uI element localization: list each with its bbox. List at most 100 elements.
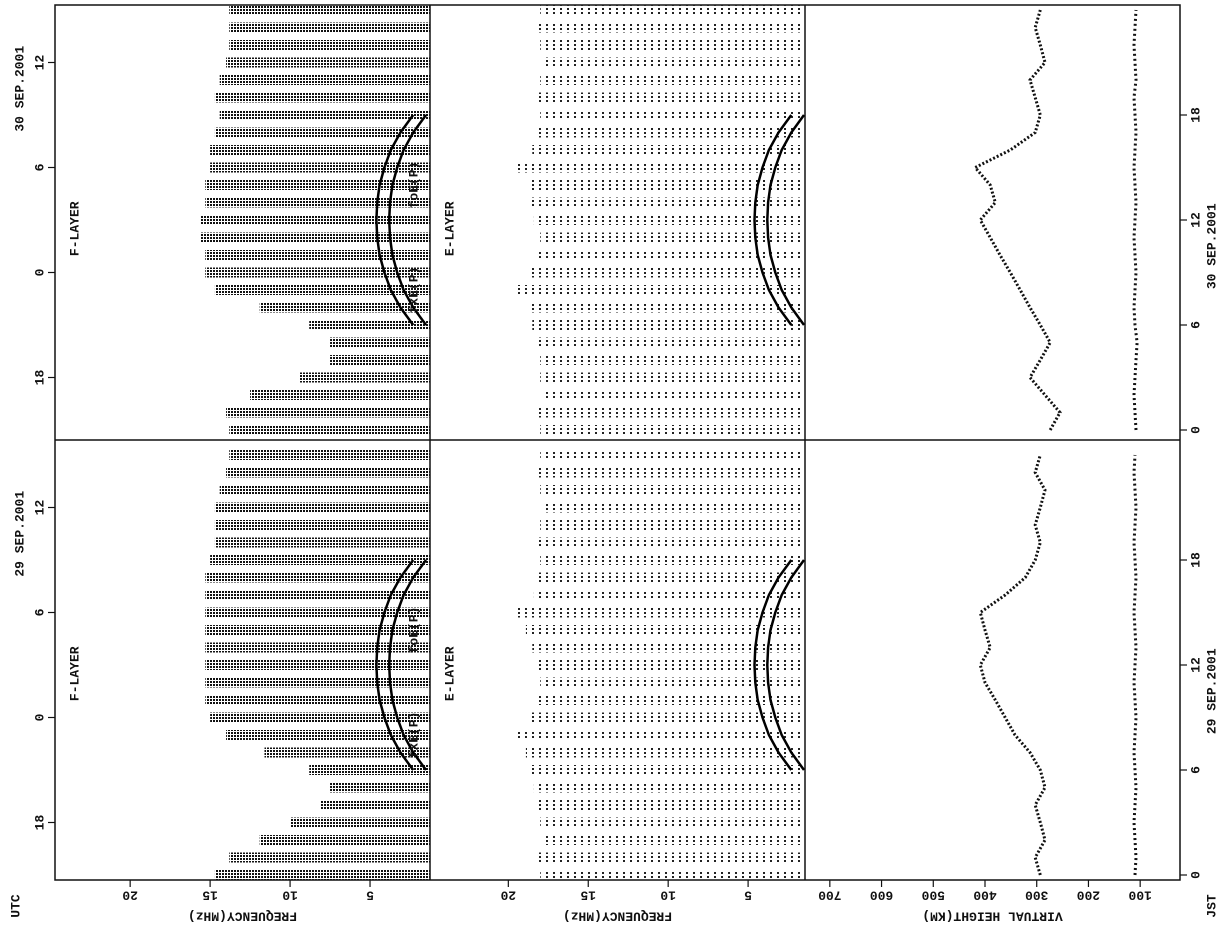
echo-band xyxy=(320,800,430,810)
page: {"chart_data": { "type": "ionogram", "ti… xyxy=(0,0,1228,930)
echo-band xyxy=(534,783,805,793)
jst-tick-label: 12 xyxy=(1188,657,1203,673)
x-axis-title: FREQUENCY(MHz) xyxy=(188,909,297,924)
echo-band xyxy=(220,75,430,85)
echo-band xyxy=(215,503,430,513)
echo-band xyxy=(290,818,430,828)
x-tick-label: 5 xyxy=(366,888,374,903)
echo-band xyxy=(226,58,430,68)
echo-band xyxy=(540,678,805,688)
echo-band xyxy=(540,425,805,435)
echo-band xyxy=(537,538,805,548)
echo-band xyxy=(226,408,430,418)
echo-band xyxy=(205,590,430,600)
day-title: 29 SEP.2001 xyxy=(1204,648,1219,734)
echo-band xyxy=(205,695,430,705)
echo-band xyxy=(528,303,805,313)
x-tick-label: 15 xyxy=(202,888,218,903)
x-tick-label: 15 xyxy=(580,888,596,903)
echo-band xyxy=(215,870,430,880)
echo-band xyxy=(300,373,430,383)
echo-band xyxy=(215,93,430,103)
echo-band xyxy=(528,180,805,190)
x-tick-label: 20 xyxy=(500,888,516,903)
echo-band xyxy=(542,835,805,845)
echo-band xyxy=(220,110,430,120)
echo-band xyxy=(535,660,805,670)
echo-band xyxy=(518,730,805,740)
echo-band xyxy=(537,800,805,810)
echo-band xyxy=(260,835,430,845)
virtual-height-f xyxy=(980,455,1045,875)
echo-band xyxy=(226,730,430,740)
virtual-height-f xyxy=(975,10,1060,430)
echo-band xyxy=(539,853,805,863)
panel-title: E-LAYER xyxy=(442,646,457,701)
echo-band xyxy=(539,23,805,33)
annotation: fxE(P) xyxy=(406,712,421,759)
echo-band xyxy=(330,783,430,793)
annotation: foE(P) xyxy=(406,162,421,209)
utc-tick-label: 6 xyxy=(32,608,47,616)
panel-title: F-LAYER xyxy=(67,646,82,701)
echo-band xyxy=(220,485,430,495)
echo-band xyxy=(215,538,430,548)
echo-band xyxy=(205,573,430,583)
echo-band xyxy=(540,5,805,15)
echo-band xyxy=(537,408,805,418)
echo-band xyxy=(540,110,805,120)
echo-band xyxy=(330,355,430,365)
echo-band xyxy=(226,468,430,478)
echo-band xyxy=(537,250,805,260)
echo-band xyxy=(215,520,430,530)
echo-band xyxy=(205,180,430,190)
echo-band xyxy=(205,660,430,670)
echo-band xyxy=(535,93,805,103)
x-tick-label: 700 xyxy=(818,888,842,903)
echo-band xyxy=(535,695,805,705)
echo-band xyxy=(540,520,805,530)
echo-band xyxy=(532,320,805,330)
echo-band xyxy=(205,625,430,635)
utc-tick-label: 18 xyxy=(32,815,47,831)
echo-band xyxy=(210,145,430,155)
echo-band xyxy=(532,145,805,155)
echo-band xyxy=(540,233,805,243)
echo-band xyxy=(229,23,430,33)
utc-tick-label: 0 xyxy=(32,713,47,721)
echo-band xyxy=(540,373,805,383)
day-title: 29 SEP.2001 xyxy=(12,491,27,577)
utc-axis-title: UTC xyxy=(8,894,23,918)
echo-band xyxy=(210,555,430,565)
virtual-height-e xyxy=(1134,10,1137,430)
x-tick-label: 200 xyxy=(1077,888,1101,903)
echo-band xyxy=(540,75,805,85)
echo-band xyxy=(540,485,805,495)
day-title: 30 SEP.2001 xyxy=(1204,203,1219,289)
echo-band xyxy=(229,5,430,15)
echo-band xyxy=(532,643,805,653)
echo-band xyxy=(229,450,430,460)
annotation: foE(P) xyxy=(406,607,421,654)
echo-band xyxy=(215,285,430,295)
jst-tick-label: 12 xyxy=(1188,212,1203,228)
echo-band xyxy=(526,748,805,758)
echo-band xyxy=(540,870,805,880)
echo-band xyxy=(534,590,805,600)
x-tick-label: 500 xyxy=(921,888,945,903)
annotation: fxE(P) xyxy=(406,267,421,314)
utc-tick-label: 0 xyxy=(32,268,47,276)
utc-tick-label: 18 xyxy=(32,370,47,386)
x-tick-label: 10 xyxy=(660,888,676,903)
jst-tick-label: 0 xyxy=(1188,871,1203,879)
jst-tick-label: 6 xyxy=(1188,321,1203,329)
echo-band xyxy=(205,678,430,688)
echo-band xyxy=(229,40,430,50)
x-tick-label: 20 xyxy=(122,888,138,903)
echo-band xyxy=(540,818,805,828)
echo-band xyxy=(531,765,805,775)
echo-band xyxy=(250,390,430,400)
echo-band xyxy=(516,285,805,295)
x-axis-title: VIRTUAL HEIGHT(KM) xyxy=(922,909,1062,924)
x-tick-label: 400 xyxy=(973,888,997,903)
